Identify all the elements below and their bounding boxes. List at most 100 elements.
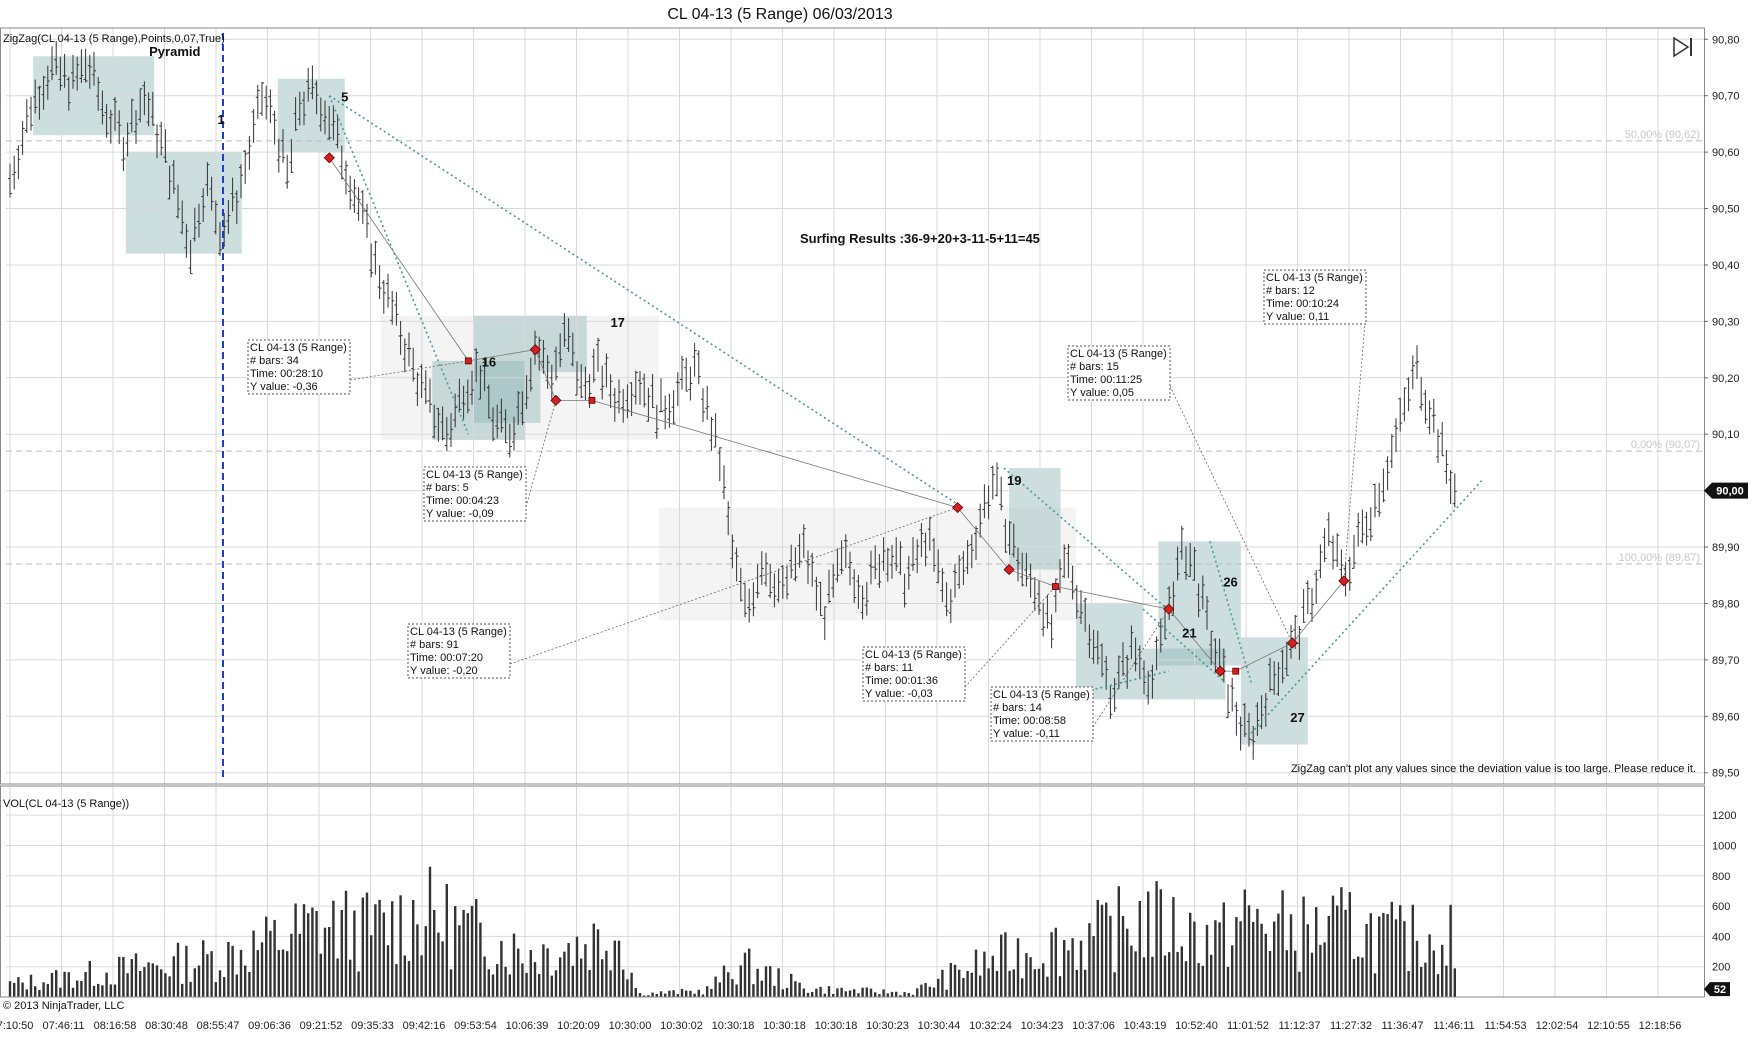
volume-bar <box>29 974 33 997</box>
volume-bar <box>1180 946 1183 997</box>
volume-bar <box>588 970 591 997</box>
volume-bar <box>105 972 108 997</box>
vol-tick-label: 800 <box>1712 871 1730 883</box>
volume-bar <box>176 942 180 997</box>
volume-bar <box>59 987 62 997</box>
volume-bar <box>739 965 742 997</box>
volume-bar <box>1092 936 1095 997</box>
volume-bar <box>1201 965 1204 997</box>
volume-bar <box>38 990 41 997</box>
volume-bar <box>546 948 549 997</box>
info-box <box>407 623 511 679</box>
volume-bar <box>655 994 658 997</box>
x-tick-label: 11:54:53 <box>1484 1020 1526 1032</box>
volume-bar <box>302 904 306 997</box>
x-tick-label: 08:30:48 <box>145 1020 188 1032</box>
volume-bar <box>508 974 511 997</box>
volume-bar <box>1428 934 1431 997</box>
zigzag-segment <box>534 349 557 401</box>
x-tick-label: 10:43:19 <box>1124 1020 1167 1032</box>
volume-bar <box>1436 974 1440 997</box>
zigzag-diamond-marker <box>529 344 541 356</box>
zigzag-diamond-marker <box>1003 564 1015 576</box>
volume-bar <box>21 982 24 997</box>
info-box-line: CL 04-13 (5 Range) <box>426 469 523 481</box>
volume-bar <box>1310 952 1314 997</box>
info-box-line: Y value: 0,11 <box>1266 311 1329 323</box>
volume-bar <box>202 940 205 997</box>
volume-bar <box>1197 963 1200 997</box>
volume-bar <box>525 972 528 997</box>
x-tick-label: 09:06:36 <box>248 1020 291 1032</box>
volume-bar <box>1004 932 1007 997</box>
volume-bar <box>504 966 507 997</box>
volume-bar <box>1100 904 1104 997</box>
zigzag-square-marker <box>588 396 596 404</box>
volume-bar <box>1302 896 1305 997</box>
info-box <box>990 686 1094 742</box>
x-tick-label: 10:06:39 <box>506 1020 549 1032</box>
info-box-line: CL 04-13 (5 Range) <box>1070 348 1167 360</box>
volume-bar <box>865 987 868 997</box>
volume-bar <box>34 986 37 997</box>
volume-bar <box>962 977 965 997</box>
y-tick-label: 89,60 <box>1712 711 1740 723</box>
volume-bar <box>819 986 822 997</box>
y-tick-label: 90,40 <box>1712 260 1740 272</box>
volume-bar <box>920 984 923 997</box>
volume-bar <box>46 984 49 997</box>
volume-bar <box>1037 968 1041 997</box>
volume-bar <box>172 956 175 997</box>
volume-bar <box>1235 917 1238 997</box>
zigzag-diamond-marker <box>952 501 964 514</box>
volume-bar <box>823 993 826 997</box>
volume-bar <box>584 944 587 997</box>
volume-bar <box>181 983 184 997</box>
volume-bar <box>1012 969 1015 997</box>
zigzag-diamond-marker <box>1214 665 1226 677</box>
volume-bar <box>1134 951 1137 997</box>
info-box-line: # bars: 91 <box>410 639 459 651</box>
volume-bar <box>874 992 877 997</box>
volume-bar <box>239 949 243 997</box>
volume-bar <box>832 993 835 997</box>
volume-bar <box>752 984 755 997</box>
volume-bar <box>853 989 856 997</box>
info-box-line: CL 04-13 (5 Range) <box>1266 272 1363 284</box>
volume-bar <box>1214 920 1217 997</box>
volume-bar <box>449 969 453 997</box>
info-box-line: Y value: -0,11 <box>993 728 1060 740</box>
volume-bar <box>84 972 87 997</box>
current-price-marker <box>1704 482 1748 499</box>
volume-bar <box>878 994 881 997</box>
info-box-line: Time: 00:28:10 <box>250 368 323 380</box>
volume-bar <box>735 984 738 997</box>
volume-bar <box>1126 928 1129 997</box>
volume-bar <box>1319 944 1322 997</box>
volume-bar <box>1445 965 1448 997</box>
volume-bar <box>1323 942 1326 997</box>
volume-bar <box>441 941 444 997</box>
volume-bar <box>613 940 616 997</box>
volume-bar <box>1151 956 1154 997</box>
current-price-label: 90,00 <box>1716 486 1744 498</box>
info-box-line: Time: 00:07:20 <box>410 652 483 664</box>
volume-bar <box>67 972 70 997</box>
zone-label: 21 <box>1182 625 1196 640</box>
volume-bar <box>1084 969 1087 997</box>
volume-bar <box>1016 938 1020 997</box>
volume-bar <box>281 949 285 997</box>
volume-bar <box>790 973 793 997</box>
volume-bar <box>475 899 478 997</box>
volume-bar <box>1105 902 1108 997</box>
skip-to-end-icon[interactable] <box>1672 36 1694 58</box>
volume-bar <box>244 965 247 997</box>
volume-bar <box>1352 959 1356 997</box>
volume-bar <box>706 986 709 997</box>
volume-bar <box>1193 921 1196 997</box>
y-tick-label: 90,70 <box>1712 91 1740 103</box>
volume-bar <box>542 944 545 997</box>
volume-bar <box>777 968 780 997</box>
volume-bar <box>298 933 301 997</box>
trend-line <box>1250 478 1484 734</box>
